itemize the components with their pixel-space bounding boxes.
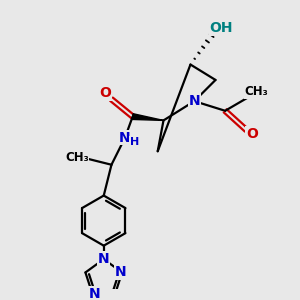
Polygon shape bbox=[132, 114, 164, 120]
Text: N: N bbox=[98, 252, 109, 266]
Text: N: N bbox=[119, 131, 131, 145]
Text: H: H bbox=[130, 136, 139, 147]
Text: O: O bbox=[100, 86, 112, 100]
Text: OH: OH bbox=[209, 21, 233, 35]
Text: N: N bbox=[188, 94, 200, 108]
Text: N: N bbox=[114, 266, 126, 280]
Text: N: N bbox=[88, 287, 100, 300]
Text: CH₃: CH₃ bbox=[244, 85, 268, 98]
Text: CH₃: CH₃ bbox=[65, 151, 89, 164]
Text: O: O bbox=[246, 127, 258, 141]
